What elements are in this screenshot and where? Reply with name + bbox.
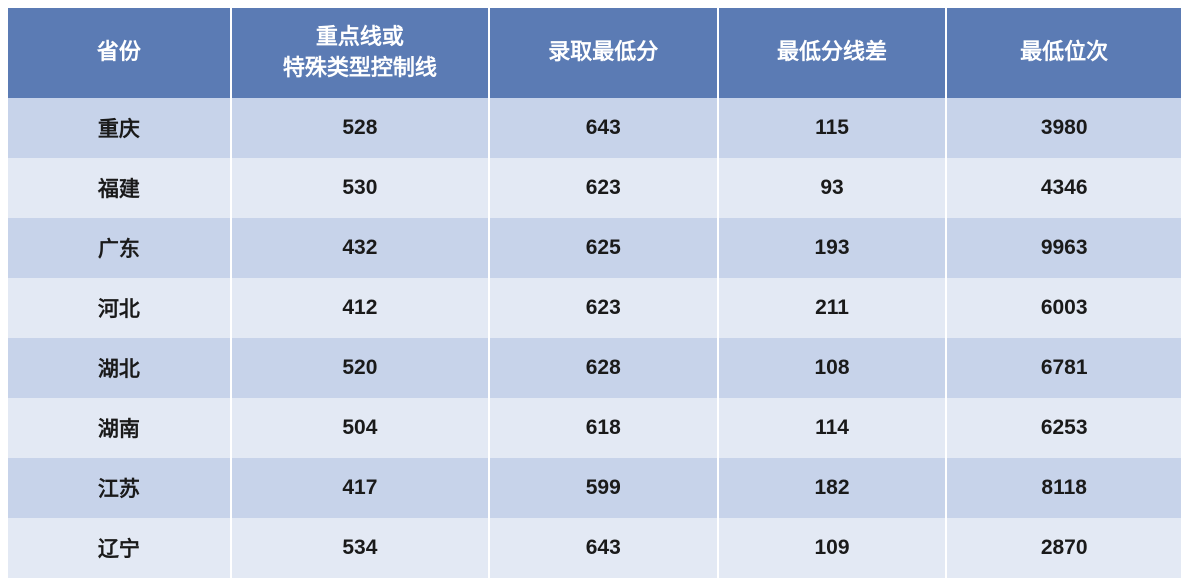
- th-min-score: 录取最低分: [489, 8, 718, 98]
- cell-keyline: 528: [231, 98, 489, 158]
- cell-keyline: 417: [231, 458, 489, 518]
- table-body: 重庆5286431153980福建530623934346广东432625193…: [8, 98, 1181, 578]
- admission-table-wrapper: 省份 重点线或 特殊类型控制线 录取最低分 最低分线差 最低位次 重庆52864…: [8, 8, 1181, 578]
- cell-score_diff: 182: [718, 458, 947, 518]
- cell-score_diff: 115: [718, 98, 947, 158]
- cell-min_rank: 6003: [946, 278, 1181, 338]
- cell-min_score: 599: [489, 458, 718, 518]
- admission-table: 省份 重点线或 特殊类型控制线 录取最低分 最低分线差 最低位次 重庆52864…: [8, 8, 1181, 578]
- table-row: 河北4126232116003: [8, 278, 1181, 338]
- table-row: 重庆5286431153980: [8, 98, 1181, 158]
- th-province: 省份: [8, 8, 231, 98]
- cell-min_rank: 6781: [946, 338, 1181, 398]
- th-keyline-line2: 特殊类型控制线: [283, 55, 437, 80]
- table-row: 广东4326251939963: [8, 218, 1181, 278]
- cell-min_score: 643: [489, 98, 718, 158]
- cell-province: 广东: [8, 218, 231, 278]
- cell-min_rank: 2870: [946, 518, 1181, 578]
- cell-keyline: 520: [231, 338, 489, 398]
- cell-min_score: 623: [489, 158, 718, 218]
- cell-min_rank: 3980: [946, 98, 1181, 158]
- cell-keyline: 412: [231, 278, 489, 338]
- cell-min_rank: 8118: [946, 458, 1181, 518]
- cell-score_diff: 193: [718, 218, 947, 278]
- table-row: 湖南5046181146253: [8, 398, 1181, 458]
- cell-score_diff: 93: [718, 158, 947, 218]
- cell-min_rank: 4346: [946, 158, 1181, 218]
- cell-min_score: 618: [489, 398, 718, 458]
- table-header-row: 省份 重点线或 特殊类型控制线 录取最低分 最低分线差 最低位次: [8, 8, 1181, 98]
- th-keyline: 重点线或 特殊类型控制线: [231, 8, 489, 98]
- cell-min_score: 628: [489, 338, 718, 398]
- cell-province: 江苏: [8, 458, 231, 518]
- table-row: 福建530623934346: [8, 158, 1181, 218]
- th-min-rank: 最低位次: [946, 8, 1181, 98]
- table-header: 省份 重点线或 特殊类型控制线 录取最低分 最低分线差 最低位次: [8, 8, 1181, 98]
- cell-province: 湖北: [8, 338, 231, 398]
- cell-score_diff: 114: [718, 398, 947, 458]
- cell-score_diff: 109: [718, 518, 947, 578]
- cell-score_diff: 211: [718, 278, 947, 338]
- cell-keyline: 530: [231, 158, 489, 218]
- th-score-diff: 最低分线差: [718, 8, 947, 98]
- cell-province: 湖南: [8, 398, 231, 458]
- cell-min_score: 625: [489, 218, 718, 278]
- cell-score_diff: 108: [718, 338, 947, 398]
- cell-province: 辽宁: [8, 518, 231, 578]
- table-row: 湖北5206281086781: [8, 338, 1181, 398]
- th-keyline-line1: 重点线或: [316, 24, 404, 49]
- cell-min_rank: 6253: [946, 398, 1181, 458]
- cell-keyline: 534: [231, 518, 489, 578]
- cell-province: 福建: [8, 158, 231, 218]
- cell-min_score: 643: [489, 518, 718, 578]
- cell-min_score: 623: [489, 278, 718, 338]
- cell-keyline: 432: [231, 218, 489, 278]
- cell-keyline: 504: [231, 398, 489, 458]
- cell-province: 重庆: [8, 98, 231, 158]
- table-row: 江苏4175991828118: [8, 458, 1181, 518]
- cell-province: 河北: [8, 278, 231, 338]
- table-row: 辽宁5346431092870: [8, 518, 1181, 578]
- cell-min_rank: 9963: [946, 218, 1181, 278]
